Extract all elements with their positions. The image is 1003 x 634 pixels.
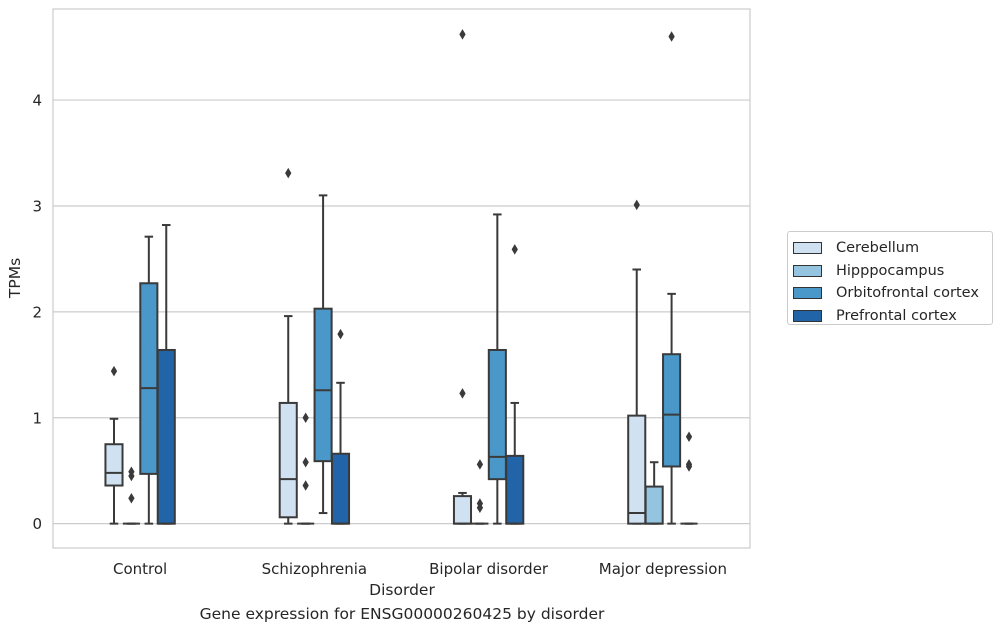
y-tick-label: 1: [32, 409, 42, 427]
box-orbitofrontal-cortex: [487, 213, 507, 525]
box-cerebellum: [104, 365, 124, 525]
box-iqr-rect: [487, 348, 507, 481]
box-iqr-rect: [330, 452, 351, 525]
legend-swatch-cerebellum: [793, 242, 822, 255]
outlier-point: [302, 456, 309, 468]
box-hipppocampus: [297, 412, 315, 525]
outlier-point: [459, 388, 466, 399]
legend: Cerebellum Hipppocampus Orbitofrontal co…: [787, 231, 993, 325]
outlier-point: [476, 498, 484, 509]
outlier-point: [110, 365, 118, 377]
box-cerebellum: [278, 167, 298, 525]
outlier-point: [668, 31, 675, 42]
box-iqr-rect: [662, 353, 682, 468]
legend-item-cerebellum: Cerebellum: [793, 237, 992, 260]
box-hipppocampus: [471, 459, 489, 525]
box-prefrontal-cortex: [330, 328, 351, 525]
outlier-point: [685, 431, 693, 443]
outlier-point: [128, 492, 135, 504]
x-tick-label: Control: [113, 560, 167, 578]
legend-swatch-prefrontal-cortex: [793, 309, 822, 322]
legend-label-prefrontal-cortex: Prefrontal cortex: [836, 307, 957, 324]
x-axis-label: Disorder: [369, 581, 435, 599]
legend-swatch-hippocampus: [793, 264, 822, 277]
box-orbitofrontal-cortex: [313, 194, 333, 515]
y-axis-label: TPMs: [6, 258, 24, 299]
box-iqr-rect: [139, 282, 159, 475]
box-iqr-rect: [278, 401, 298, 519]
outlier-point: [685, 459, 693, 470]
x-tick-label: Schizophrenia: [262, 560, 367, 578]
box-iqr-rect: [104, 443, 124, 487]
box-orbitofrontal-cortex: [139, 235, 159, 525]
outlier-point: [128, 466, 135, 478]
outlier-point: [459, 29, 466, 40]
legend-item-hippocampus: Hipppocampus: [793, 260, 992, 283]
box-plot-marks: [104, 29, 698, 525]
y-tick-label: 0: [32, 515, 42, 533]
legend-label-cerebellum: Cerebellum: [836, 240, 920, 256]
box-cerebellum: [627, 199, 647, 525]
box-prefrontal-cortex: [680, 431, 698, 525]
y-tick-labels: 0 1 2 3 4: [32, 92, 42, 534]
x-tick-label: Major depression: [599, 560, 727, 578]
x-tick-labels: Control Schizophrenia Bipolar disorder Majo…: [113, 560, 727, 578]
box-cerebellum: [452, 29, 473, 525]
y-tick-label: 2: [32, 303, 42, 321]
legend-label-orbitofrontal-cortex: Orbitofrontal cortex: [836, 285, 979, 301]
figure-caption: Gene expression for ENSG00000260425 by d…: [199, 605, 605, 623]
outlier-point: [302, 480, 309, 491]
y-tick-label: 3: [32, 197, 42, 215]
x-tick-label: Bipolar disorder: [429, 560, 549, 578]
outlier-point: [337, 328, 344, 340]
legend-item-prefrontal-cortex: Prefrontal cortex: [793, 305, 992, 328]
box-orbitofrontal-cortex: [662, 31, 682, 525]
box-iqr-rect: [505, 454, 525, 525]
box-prefrontal-cortex: [505, 244, 525, 525]
outlier-point: [302, 412, 309, 424]
outlier-point: [476, 459, 484, 470]
y-tick-label: 4: [32, 92, 42, 110]
outlier-point: [633, 199, 640, 211]
box-iqr-rect: [627, 414, 647, 525]
legend-swatch-orbitofrontal-cortex: [793, 287, 822, 300]
legend-item-orbitofrontal-cortex: Orbitofrontal cortex: [793, 282, 992, 305]
box-iqr-rect: [452, 495, 473, 525]
box-iqr-rect: [644, 485, 664, 525]
box-iqr-rect: [313, 307, 333, 463]
outlier-point: [511, 244, 518, 255]
outlier-point: [285, 167, 292, 179]
box-hipppocampus: [644, 461, 664, 525]
box-hipppocampus: [122, 466, 140, 525]
box-prefrontal-cortex: [156, 224, 176, 525]
box-iqr-rect: [156, 348, 176, 525]
legend-label-hippocampus: Hipppocampus: [836, 262, 945, 279]
